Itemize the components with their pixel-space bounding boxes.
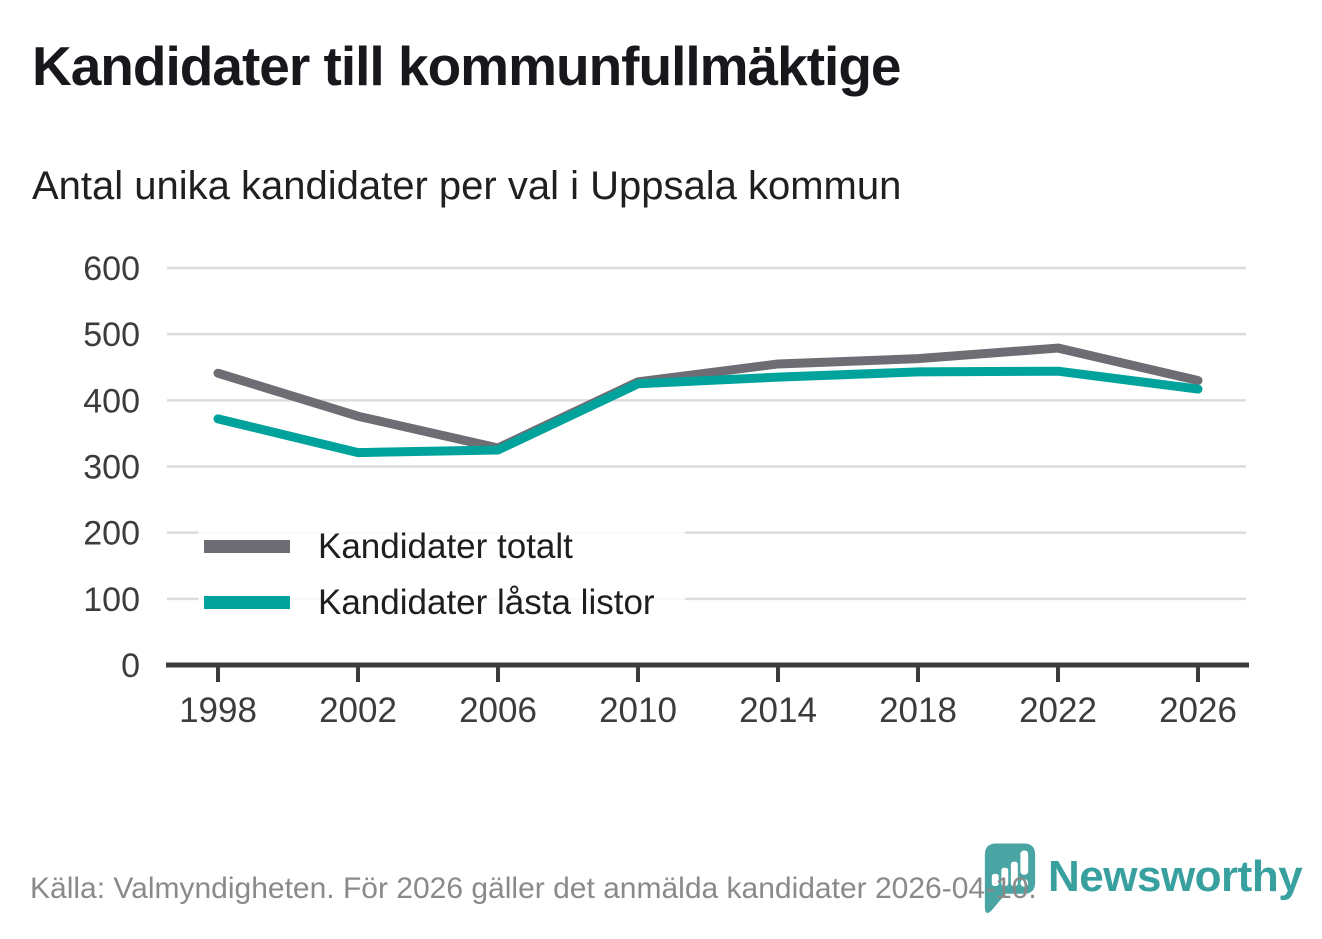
x-axis-label-2010: 2010 <box>599 691 677 730</box>
x-axis-label-2018: 2018 <box>879 691 957 730</box>
bar-chart-pin-icon <box>984 843 1036 914</box>
chart-legend: Kandidater totalt Kandidater låsta listo… <box>198 512 685 640</box>
legend-label-locked: Kandidater låsta listor <box>318 582 655 622</box>
newsworthy-logo: Newsworthy <box>984 842 1303 930</box>
x-axis-label-2022: 2022 <box>1019 691 1097 730</box>
y-axis-label-400: 400 <box>83 382 140 420</box>
y-axis-label-100: 100 <box>83 581 140 619</box>
x-axis-label-1998: 1998 <box>179 691 257 730</box>
x-axis-label-2026: 2026 <box>1159 691 1237 730</box>
legend-item-total: Kandidater totalt <box>204 518 655 574</box>
x-axis-label-2014: 2014 <box>739 691 817 730</box>
y-axis-label-0: 0 <box>121 647 140 685</box>
teal-line-swatch <box>204 595 290 609</box>
y-axis-label-200: 200 <box>83 515 140 553</box>
chart-line-series-1 <box>213 366 1203 458</box>
y-axis-label-600: 600 <box>83 250 140 288</box>
x-axis-label-2002: 2002 <box>319 691 397 730</box>
chart-title: Kandidater till kommunfullmäktige <box>32 35 902 97</box>
chart-line-series-0 <box>213 343 1203 453</box>
y-axis-label-300: 300 <box>83 449 140 487</box>
x-axis-label-2006: 2006 <box>459 691 537 730</box>
chart-subtitle: Antal unika kandidater per val i Uppsala… <box>32 164 902 208</box>
gray-line-swatch <box>204 539 290 553</box>
y-axis-label-500: 500 <box>83 316 140 354</box>
newsworthy-wordmark: Newsworthy <box>1048 852 1303 901</box>
source-note: Källa: Valmyndigheten. För 2026 gäller d… <box>30 872 1037 905</box>
legend-item-locked: Kandidater låsta listor <box>204 574 655 630</box>
legend-label-total: Kandidater totalt <box>318 526 573 566</box>
